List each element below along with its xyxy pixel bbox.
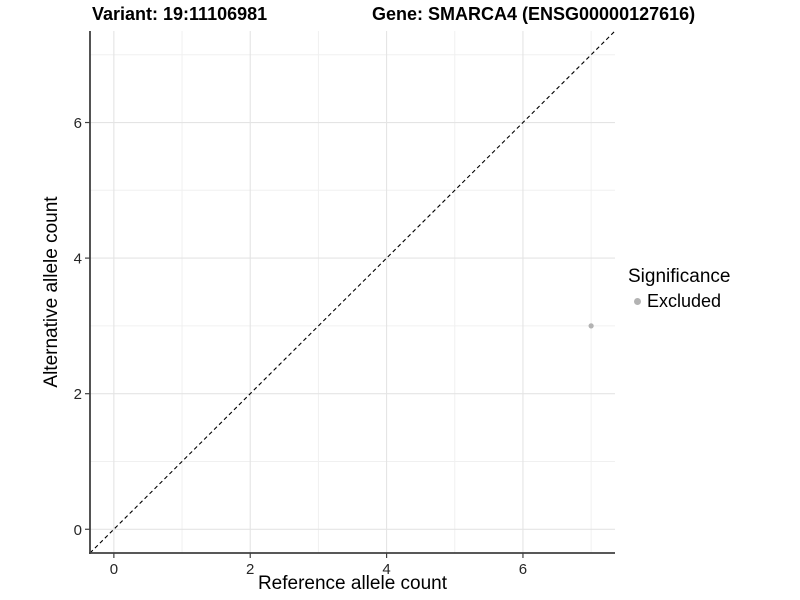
data-points — [588, 323, 594, 329]
x-tick-label: 4 — [382, 561, 390, 578]
data-point — [588, 323, 594, 329]
axis-ticks — [85, 121, 524, 558]
major-gridlines — [90, 31, 615, 553]
plot-title-gene: Gene: SMARCA4 (ENSG00000127616) — [372, 4, 696, 24]
legend-item-excluded: Excluded — [628, 291, 730, 312]
x-tick-label: 0 — [110, 561, 118, 578]
identity-dashed-line — [89, 30, 616, 554]
legend: Significance Excluded — [628, 265, 730, 312]
x-tick-labels: 0 2 4 6 — [110, 561, 527, 578]
plot-title-variant: Variant: 19:11106981 — [92, 4, 268, 24]
legend-item-label: Excluded — [647, 291, 722, 311]
minor-gridlines — [90, 31, 615, 553]
y-tick-label: 6 — [74, 115, 82, 132]
x-axis-title: Reference allele count — [257, 573, 448, 594]
x-tick-label: 2 — [246, 561, 254, 578]
y-tick-label: 4 — [74, 251, 82, 268]
x-tick-label: 6 — [519, 561, 527, 578]
y-tick-labels: 0 2 4 6 — [74, 115, 82, 539]
legend-title: Significance — [628, 266, 731, 287]
y-axis-title: Alternative allele count — [41, 196, 62, 388]
legend-point-icon — [634, 298, 641, 305]
y-tick-label: 2 — [74, 386, 82, 403]
y-tick-label: 0 — [74, 522, 82, 539]
